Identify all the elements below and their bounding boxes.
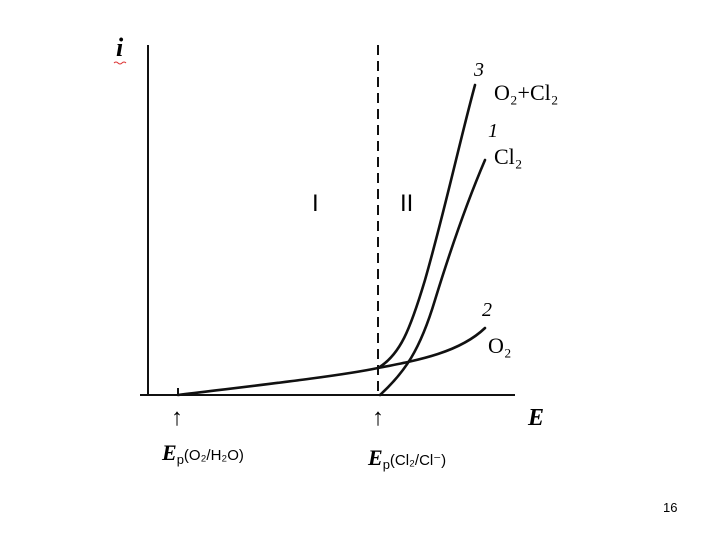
curve-label: Cl₂ [494, 144, 522, 169]
curve-number: 1 [488, 120, 498, 142]
curve-label: O₂+Cl₂ [494, 80, 558, 105]
y-label: i [116, 33, 124, 62]
x-label: E [527, 405, 544, 431]
marker-symbol: E [367, 445, 383, 470]
region-label: I [312, 190, 319, 217]
curve-label: O₂ [488, 333, 512, 358]
marker-arrow: ↑ [171, 405, 183, 431]
marker-argument: (Cl₂/Cl⁻) [390, 452, 446, 469]
marker-symbol: E [161, 440, 177, 465]
marker-subscript: p [383, 457, 390, 472]
spell-underline [113, 61, 127, 65]
marker-label: Ep(Cl₂/Cl⁻) [367, 445, 446, 472]
slide-number: 16 [663, 500, 677, 515]
curve-1 [378, 158, 487, 397]
curve-3 [376, 83, 477, 370]
curve-2 [176, 326, 487, 397]
curve-number: 3 [473, 59, 484, 81]
marker-subscript: p [177, 452, 184, 467]
marker-argument: (O₂/H₂O) [184, 447, 244, 464]
region-label: II [400, 190, 413, 217]
curve-number: 2 [482, 299, 492, 321]
marker-label: Ep(O₂/H₂O) [161, 440, 244, 467]
marker-arrow: ↑ [372, 405, 384, 431]
